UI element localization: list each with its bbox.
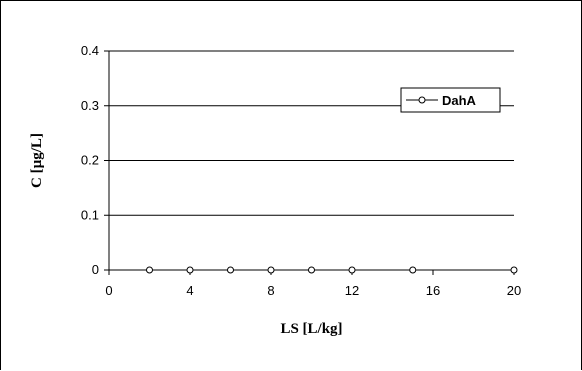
data-point	[227, 266, 234, 274]
y-tick-label-4: 0.4	[81, 43, 99, 58]
x-tick-label-5: 20	[507, 283, 521, 298]
y-tick-labels: 0 0.1 0.2 0.3 0.4	[81, 43, 99, 277]
x-tick-label-0: 0	[105, 283, 112, 298]
legend-label: DahA	[442, 93, 477, 108]
data-point	[510, 266, 518, 274]
x-axis-title: LS [L/kg]	[280, 321, 342, 337]
data-point	[186, 266, 194, 274]
y-tick-label-1: 0.1	[81, 207, 99, 222]
x-tick-label-3: 12	[345, 283, 359, 298]
legend-box	[400, 87, 501, 113]
x-tick-label-4: 16	[426, 283, 440, 298]
x-tick-label-1: 4	[186, 283, 193, 298]
grid-lines	[109, 50, 514, 216]
series-group	[146, 266, 518, 274]
x-tick-labels: 0 4 8 12 16 20	[105, 283, 521, 298]
y-tick-label-3: 0.3	[81, 98, 99, 113]
legend-marker	[418, 96, 426, 104]
data-point	[308, 266, 315, 274]
y-tick-label-0: 0	[92, 262, 99, 277]
y-axis-title: C [µg/L]	[29, 133, 45, 188]
y-tick-label-2: 0.2	[81, 153, 99, 168]
axes	[104, 50, 515, 275]
data-point	[267, 266, 275, 274]
x-tick-label-2: 8	[267, 283, 274, 298]
data-point	[348, 266, 356, 274]
legend: DahA	[400, 87, 501, 113]
data-point	[409, 266, 417, 274]
data-point	[146, 266, 153, 274]
